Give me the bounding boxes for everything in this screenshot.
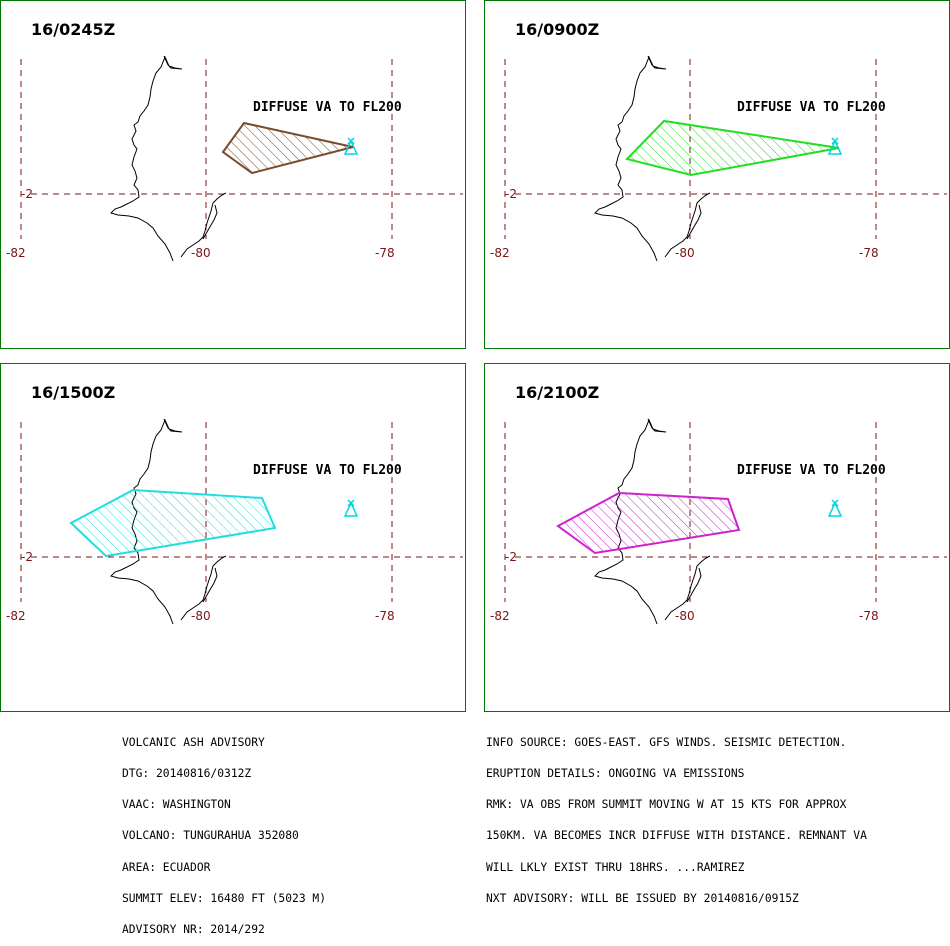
volcano-icon xyxy=(343,137,359,155)
ash-description-label: DIFFUSE VA TO FL200 xyxy=(737,100,886,115)
map-canvas: 16/2100Z DIFFUSE VA TO FL200 -82 -80 -78 -2 xyxy=(490,383,947,625)
forecast-time-label: 16/0900Z xyxy=(515,20,599,39)
lon-label-mid: -80 xyxy=(675,609,695,623)
map-canvas: 16/0245Z DIFFUSE VA TO FL200 -82 -80 -78 -2 xyxy=(6,20,463,262)
lon-label-west: -82 xyxy=(6,246,26,260)
map-canvas: 16/1500Z DIFFUSE VA TO FL200 -82 -80 -78 -2 xyxy=(6,383,463,625)
lon-label-west: -82 xyxy=(490,246,510,260)
advisory-title: VOLCANIC ASH ADVISORY xyxy=(122,735,265,749)
forecast-panels: 16/0245Z DIFFUSE VA TO FL200 -82 -80 -78 -2 1… xyxy=(0,0,950,712)
advisory-details-block: INFO SOURCE: GOES-EAST. GFS WINDS. SEISM… xyxy=(486,717,867,915)
advisory-remark-line-3: WILL LKLY EXIST THRU 18HRS. ...RAMIREZ xyxy=(486,860,745,874)
ash-description-label: DIFFUSE VA TO FL200 xyxy=(737,463,886,478)
lon-label-mid: -80 xyxy=(675,246,695,260)
forecast-panel-1: 16/0245Z DIFFUSE VA TO FL200 -82 -80 -78 -2 xyxy=(0,0,466,349)
volcano-icon xyxy=(343,499,359,517)
ash-cloud-polygon xyxy=(556,491,741,555)
forecast-time-label: 16/1500Z xyxy=(31,383,115,402)
coastline xyxy=(110,55,227,262)
advisory-header-block: VOLCANIC ASH ADVISORY DTG: 20140816/0312… xyxy=(122,717,326,946)
lat-label: -2 xyxy=(21,550,33,564)
advisory-number: ADVISORY NR: 2014/292 xyxy=(122,923,265,937)
forecast-panel-4: 16/2100Z DIFFUSE VA TO FL200 -82 -80 -78 -2 xyxy=(484,363,950,712)
lon-label-mid: -80 xyxy=(191,246,211,260)
advisory-summit-elev: SUMMIT ELEV: 16480 FT (5023 M) xyxy=(122,891,327,905)
lon-label-east: -78 xyxy=(859,246,879,260)
lon-label-east: -78 xyxy=(375,246,395,260)
advisory-area: AREA: ECUADOR xyxy=(122,860,211,874)
map-canvas: 16/0900Z DIFFUSE VA TO FL200 -82 -80 -78 -2 xyxy=(490,20,947,262)
ash-description-label: DIFFUSE VA TO FL200 xyxy=(253,100,402,115)
advisory-vaac: VAAC: WASHINGTON xyxy=(122,798,231,812)
lon-label-east: -78 xyxy=(375,609,395,623)
advisory-remark-line-1: RMK: VA OBS FROM SUMMIT MOVING W AT 15 K… xyxy=(486,798,847,812)
advisory-dtg: DTG: 20140816/0312Z xyxy=(122,767,252,781)
ash-description-label: DIFFUSE VA TO FL200 xyxy=(253,463,402,478)
ash-cloud-polygon xyxy=(625,119,840,177)
advisory-next-advisory: NXT ADVISORY: WILL BE ISSUED BY 20140816… xyxy=(486,891,799,905)
advisory-eruption-details: ERUPTION DETAILS: ONGOING VA EMISSIONS xyxy=(486,767,745,781)
lat-label: -2 xyxy=(505,187,517,201)
forecast-time-label: 16/0245Z xyxy=(31,20,115,39)
lon-label-west: -82 xyxy=(490,609,510,623)
lon-label-mid: -80 xyxy=(191,609,211,623)
coastline xyxy=(594,55,711,262)
lon-label-west: -82 xyxy=(6,609,26,623)
advisory-volcano: VOLCANO: TUNGURAHUA 352080 xyxy=(122,829,299,843)
forecast-panel-2: 16/0900Z DIFFUSE VA TO FL200 -82 -80 -78 -2 xyxy=(484,0,950,349)
advisory-remark-line-2: 150KM. VA BECOMES INCR DIFFUSE WITH DIST… xyxy=(486,829,867,843)
volcano-icon xyxy=(827,499,843,517)
lat-label: -2 xyxy=(505,550,517,564)
ash-cloud-polygon xyxy=(221,121,354,175)
forecast-panel-3: 16/1500Z DIFFUSE VA TO FL200 -82 -80 -78 -2 xyxy=(0,363,466,712)
lat-label: -2 xyxy=(21,187,33,201)
volcano-icon xyxy=(827,137,843,155)
map-grid xyxy=(20,59,463,239)
lon-label-east: -78 xyxy=(859,609,879,623)
ash-cloud-polygon xyxy=(69,488,277,558)
advisory-info-source: INFO SOURCE: GOES-EAST. GFS WINDS. SEISM… xyxy=(486,735,847,749)
forecast-time-label: 16/2100Z xyxy=(515,383,599,402)
